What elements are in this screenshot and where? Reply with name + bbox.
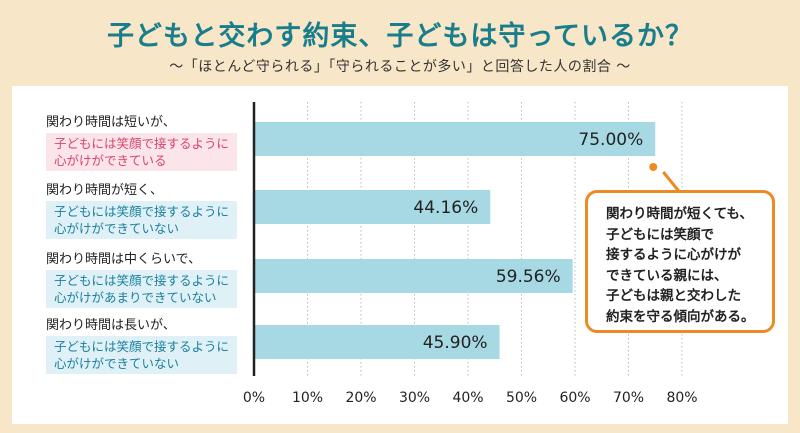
chart-title: 子どもと交わす約束、子どもは守っているか？ [106, 21, 694, 52]
category-label-line: 子どもには笑顔で接するように [54, 339, 230, 354]
category-label-line: 心がけができていない [54, 356, 180, 371]
category-label-line: 子どもには笑顔で接するように [54, 204, 230, 219]
bar [254, 325, 500, 359]
callout-line: 関わり時間が短くても、 [606, 206, 754, 222]
data-label: 45.90% [423, 333, 488, 353]
category-label-prefix: 関わり時間は中くらいで、 [46, 252, 202, 267]
bar [254, 259, 573, 293]
data-label: 59.56% [496, 267, 561, 287]
data-label: 75.00% [578, 130, 643, 150]
x-tick-label: 40% [452, 390, 483, 406]
callout-line: 子どもには笑顔で [606, 226, 714, 243]
category-label-prefix: 関わり時間は短いが、 [46, 115, 176, 130]
x-tick-label: 70% [613, 390, 644, 406]
x-tick-label: 20% [345, 390, 376, 406]
callout-line: できている親には、 [606, 267, 728, 284]
callout-line: 接するように心がけが [606, 247, 741, 263]
category-label: 関わり時間が短く、子どもには笑顔で接するように 心がけができていない [46, 179, 246, 239]
category-label-line: 心がけができている [54, 153, 167, 168]
callout-line: 子どもは親と交わした [606, 288, 741, 304]
category-label-highlight: 子どもには笑顔で接するように 心がけができていない [46, 201, 238, 239]
category-label: 関わり時間は短いが、子どもには笑顔で接するように 心がけができている [46, 111, 246, 171]
x-tick-label: 30% [399, 390, 430, 406]
category-label-line: 子どもには笑顔で接するように [54, 136, 230, 151]
category-label-prefix: 関わり時間は長いが、 [46, 318, 176, 333]
callout-dot [649, 163, 658, 171]
callout-text: 関わり時間が短くても、 子どもには笑顔で接するように心がけが できている親には、 子ど… [606, 204, 762, 327]
bar [254, 190, 491, 224]
category-label: 関わり時間は中くらいで、子どもには笑顔で接するように 心がけがあまりできていない [46, 248, 246, 308]
x-tick-label: 0% [243, 390, 265, 406]
chart-subtitle: ～「ほとんど守られる」「守られることが多い」と回答した人の割合 ～ [169, 59, 631, 75]
callout-box: 関わり時間が短くても、 子どもには笑顔で接するように心がけが できている親には、 子ど… [585, 190, 775, 333]
bar [254, 122, 656, 156]
callout-line: 約束を守る傾向がある。 [606, 308, 755, 325]
x-tick-label: 50% [506, 390, 537, 406]
x-tick-label: 60% [559, 390, 590, 406]
x-tick-label: 80% [666, 390, 697, 406]
category-label-prefix: 関わり時間が短く、 [46, 183, 164, 198]
category-label-highlight: 子どもには笑顔で接するように 心がけがあまりできていない [46, 270, 238, 308]
category-label-line: 子どもには笑顔で接するように [54, 273, 230, 288]
category-label-highlight: 子どもには笑顔で接するように 心がけができている [46, 133, 238, 171]
category-label-highlight: 子どもには笑顔で接するように 心がけができていない [46, 336, 238, 374]
x-tick-label: 10% [292, 390, 323, 406]
category-label-line: 心がけができていない [54, 221, 180, 236]
category-label: 関わり時間は長いが、子どもには笑顔で接するように 心がけができていない [46, 314, 246, 374]
data-label: 44.16% [413, 198, 478, 218]
category-label-line: 心がけがあまりできていない [54, 290, 217, 305]
